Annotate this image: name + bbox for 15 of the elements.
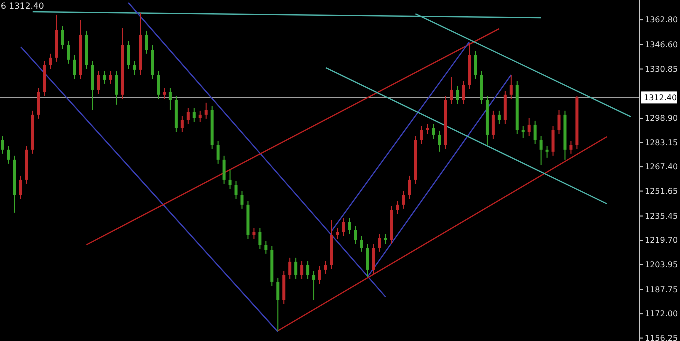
y-tick-label: 1362.80 — [645, 16, 678, 25]
y-tick-label: 1251.65 — [645, 186, 678, 196]
y-tick-label: 1219.70 — [645, 236, 678, 246]
y-tick-label: 1283.15 — [645, 138, 678, 148]
y-tick-label: 1330.85 — [645, 64, 678, 74]
y-tick-label: 1156.25 — [645, 334, 678, 341]
y-tick-label: 1172.00 — [645, 310, 678, 319]
y-tick-label: 1235.45 — [645, 212, 678, 221]
y-tick-label: 1298.90 — [645, 114, 678, 124]
annotation: 6 1312.40 — [1, 2, 44, 12]
y-tick-label: 1203.95 — [645, 260, 678, 270]
ref-line-label: 1312.40 — [644, 94, 678, 103]
y-tick-label: 1187.75 — [645, 285, 678, 294]
y-tick-label: 1346.60 — [645, 40, 678, 50]
y-tick-label: 1267.40 — [645, 162, 678, 172]
